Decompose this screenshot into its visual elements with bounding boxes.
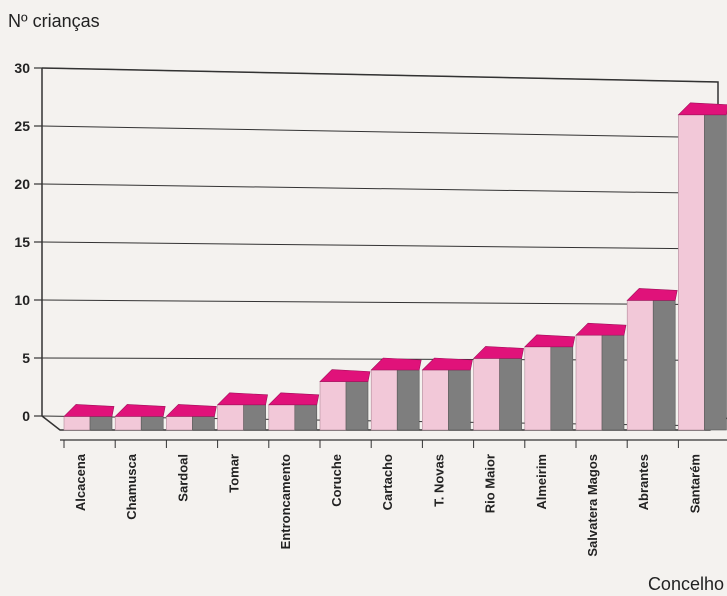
bar-sardoal — [165, 404, 217, 431]
bar-front — [166, 416, 193, 431]
bar-front — [626, 300, 654, 431]
x-tick-label: Coruche — [329, 454, 344, 507]
bar-chamusca — [114, 404, 166, 431]
x-tick-label: Alcacena — [73, 453, 88, 511]
bar-top — [63, 404, 115, 417]
bar-tomar — [216, 392, 268, 431]
bar-front — [575, 334, 603, 431]
bar-side — [652, 300, 676, 431]
bar-top — [524, 334, 576, 348]
y-tick-label: 20 — [14, 176, 30, 192]
bar-side — [140, 416, 164, 431]
bar-top — [421, 357, 473, 371]
grid-line — [41, 241, 719, 250]
bar-side — [448, 369, 471, 431]
bar-alcacena — [63, 404, 115, 431]
y-tick-label: 15 — [14, 234, 30, 250]
bar-top — [575, 322, 627, 336]
y-tick-label: 0 — [22, 408, 30, 424]
bar-top — [165, 404, 217, 417]
x-tick-label: Tomar — [227, 454, 242, 493]
y-tick-label: 10 — [14, 292, 30, 308]
bar-front — [370, 369, 398, 431]
bar-front — [268, 404, 296, 431]
bar-t-novas — [421, 357, 473, 431]
bar-front — [217, 404, 244, 431]
bar-front — [114, 416, 142, 431]
bar-top — [216, 392, 268, 406]
x-axis-categories: Alcacena Chamusca Sardoal Tomar Entroncament… — [60, 439, 727, 557]
bar-top — [677, 102, 727, 116]
grid-line — [41, 125, 719, 139]
bar-front — [319, 381, 347, 431]
bar-front — [63, 416, 91, 431]
bar-top — [319, 369, 371, 382]
bar-side — [294, 404, 318, 431]
bar-top — [268, 392, 320, 406]
bar-side — [192, 416, 215, 431]
bar-front — [473, 358, 500, 431]
bar-coruche — [319, 369, 371, 431]
bar-side — [550, 346, 574, 431]
bar-side — [345, 381, 369, 431]
x-tick-label: Chamusca — [124, 453, 139, 520]
x-tick-label: Abrantes — [636, 454, 651, 510]
x-axis-label: Concelho — [648, 574, 724, 594]
bar-front — [524, 346, 552, 431]
x-tick-label: T. Novas — [431, 454, 446, 507]
x-tick-label: Salvatera Magos — [585, 454, 600, 557]
bar-almeirim — [524, 334, 576, 431]
y-tick-label: 5 — [22, 350, 30, 366]
bar-top — [626, 288, 678, 301]
bar-front — [678, 114, 705, 431]
bar-top — [472, 346, 524, 359]
x-tick-label: Entroncamento — [278, 454, 293, 549]
y-axis-label: Nº crianças — [8, 11, 100, 31]
bar-santar-m — [677, 102, 727, 431]
bar-salvatera-magos — [575, 322, 627, 431]
bar-side — [601, 334, 625, 431]
bar-top — [370, 357, 422, 371]
y-tick-label: 30 — [14, 60, 30, 76]
x-tick-label: Rio Maior — [483, 454, 498, 513]
bar-entroncamento — [268, 392, 320, 431]
y-tick-label: 25 — [14, 118, 30, 134]
bar-top — [114, 404, 166, 417]
bar-front — [422, 369, 449, 431]
bar-side — [396, 369, 420, 431]
bar-side — [704, 114, 727, 431]
grid-line — [41, 183, 719, 194]
bar-side — [243, 404, 266, 431]
x-tick-label: Cartacho — [380, 454, 395, 510]
bar-rio-maior — [472, 346, 524, 431]
bars — [63, 102, 727, 431]
x-tick-label: Santarém — [687, 454, 702, 513]
y-axis-ticks: 0 5 10 15 20 25 30 — [14, 60, 42, 424]
grid-line — [41, 67, 719, 83]
bar-side — [499, 358, 522, 431]
bar-side — [89, 416, 113, 431]
x-tick-label: Almeirim — [534, 454, 549, 510]
x-tick-label: Sardoal — [175, 454, 190, 502]
grid-line — [41, 299, 719, 306]
bar-cartacho — [370, 357, 422, 431]
bar-abrantes — [626, 288, 678, 431]
